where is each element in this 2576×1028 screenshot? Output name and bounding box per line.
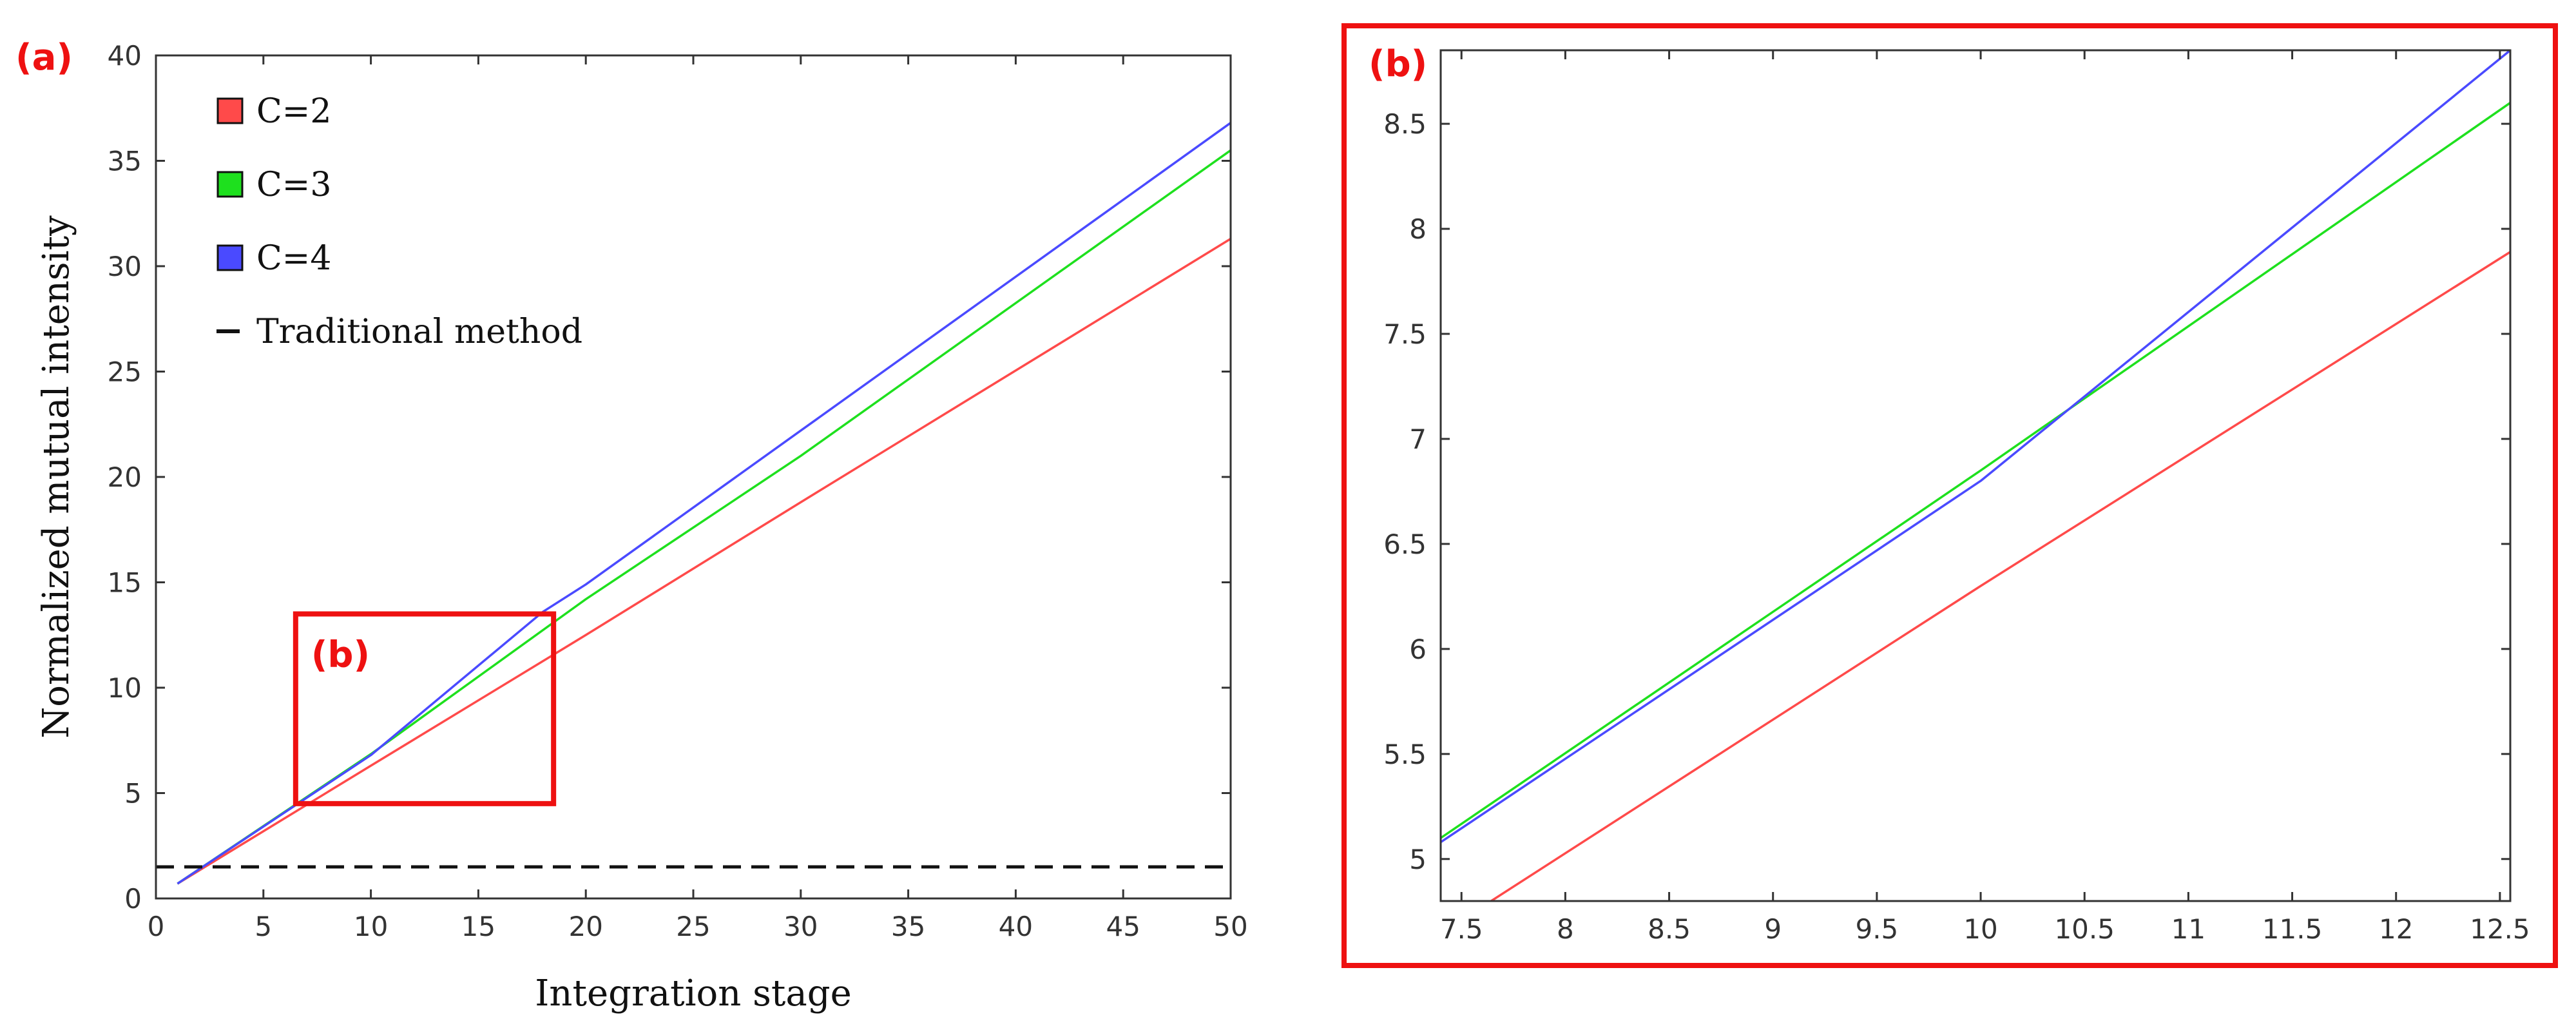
panel-b-label: (b) [1369,43,1427,85]
y-tick-label: 25 [108,356,142,388]
x-tick-label: 50 [1213,911,1247,942]
series-line-c3 [1441,102,2510,839]
x-tick-label: 10 [354,911,388,942]
x-axis-title: Integration stage [535,973,851,1014]
y-tick-label: 5 [124,778,142,810]
x-tick-label: 11.5 [2262,913,2323,945]
legend-label-c2: C=2 [256,92,331,131]
legend-swatch-c2 [216,97,244,124]
x-tick-label: 45 [1106,911,1140,942]
panel-b-highlight-border [1341,23,2558,968]
y-tick-label: 8.5 [1383,108,1427,140]
x-tick-label: 8.5 [1648,913,1691,945]
panel-a-series [156,122,1231,885]
x-tick-label: 25 [676,911,710,942]
y-tick-label: 30 [108,251,142,282]
x-tick-label: 5 [255,911,272,942]
x-tick-label: 7.5 [1440,913,1483,945]
y-axis-title: Normalized mutual intensity [35,215,77,739]
x-tick-label: 35 [891,911,925,942]
panel-b-series [1441,50,2510,901]
series-line-c4 [177,122,1231,885]
x-tick-label: 9.5 [1855,913,1898,945]
legend-label-traditional: Traditional method [256,313,582,351]
x-tick-label: 9 [1764,913,1782,945]
panel-b-ticks: 7.5 8 8.5 9 9.5 10 10.5 11 11.5 12 12.5 5 5.5 6 6.5 7 7.… [1383,50,2530,945]
y-tick-label: 5 [1409,844,1427,875]
panel-b-chart: 7.5 8 8.5 9 9.5 10 10.5 11 11.5 12 12.5 5 5.5 6 6.5 7 7.… [1341,23,2558,968]
legend-label-c3: C=3 [256,166,331,204]
x-tick-label: 30 [783,911,818,942]
x-tick-label: 12 [2379,913,2413,945]
panel-a-label: (a) [15,37,73,79]
x-tick-label: 10.5 [2054,913,2115,945]
zoom-region-box [293,611,557,806]
legend: C=2 C=3 C=4 Traditional method [216,92,582,351]
y-tick-label: 8 [1409,213,1427,245]
y-tick-label: 10 [108,672,142,704]
x-tick-label: 20 [568,911,602,942]
y-tick-label: 5.5 [1383,739,1427,770]
y-tick-label: 0 [124,883,142,915]
y-tick-label: 20 [108,461,142,493]
x-tick-label: 11 [2171,913,2206,945]
series-line-c3 [177,149,1231,885]
y-tick-label: 40 [108,40,142,72]
series-line-c2 [1488,251,2510,901]
legend-swatch-c3 [216,171,244,198]
legend-label-c4: C=4 [256,239,331,278]
panel-a-chart: (a) 0 5 10 15 20 25 30 35 40 45 50 0 5 10 15 20 25 30 35 40… [15,37,1248,1014]
x-tick-label: 10 [1963,913,1997,945]
y-tick-label: 7 [1409,423,1427,455]
y-tick-label: 35 [108,146,142,177]
y-tick-label: 7.5 [1383,318,1427,350]
x-tick-label: 8 [1557,913,1574,945]
legend-swatch-c4 [216,244,244,271]
panel-a-ticks: 0 5 10 15 20 25 30 35 40 45 50 0 5 10 15 20 25 30 35 40 [108,40,1248,942]
x-tick-label: 40 [999,911,1033,942]
panel-b-plot-frame [1439,49,2512,902]
x-tick-label: 12.5 [2470,913,2530,945]
zoom-region-label: (b) [311,634,370,676]
y-tick-label: 15 [108,567,142,599]
series-line-c4 [1441,50,2510,844]
x-tick-label: 15 [461,911,495,942]
y-tick-label: 6 [1409,634,1427,665]
x-tick-label: 0 [148,911,165,942]
y-tick-label: 6.5 [1383,529,1427,560]
